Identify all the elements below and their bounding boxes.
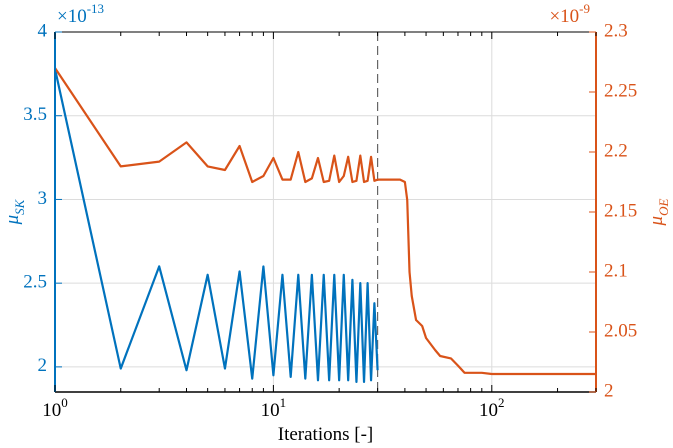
y2-tick-label: 2.05 <box>604 320 637 341</box>
data-line <box>54 67 596 376</box>
x-tick-label-part: 10 <box>261 400 280 421</box>
y-offset-label: ×10-13 <box>57 1 104 27</box>
y2-offset-label-part: -9 <box>579 1 590 16</box>
x-tick-label: 101 <box>261 395 287 421</box>
y2-tick-label: 2.3 <box>604 20 628 41</box>
y-offset-label-part: -13 <box>87 1 104 16</box>
data-line <box>53 68 379 384</box>
y2-offset-label-part: ×10 <box>549 6 579 27</box>
y2-axis-label-part: μ <box>646 216 667 227</box>
x-tick-label-part: 2 <box>498 395 505 410</box>
y-axis-label: μSK <box>2 198 27 225</box>
x-tick-label-part: 1 <box>280 395 287 410</box>
x-tick-label-part: 10 <box>42 400 61 421</box>
y2-tick-label: 2.25 <box>604 80 637 101</box>
y-tick-label: 3 <box>38 188 48 209</box>
y-tick-label: 2.5 <box>23 272 47 293</box>
y-offset-label-part: ×10 <box>57 6 87 27</box>
y2-tick-label: 2.2 <box>604 140 628 161</box>
y-axis-label-part: SK <box>12 198 27 215</box>
y2-axis-label-part: OE <box>656 199 671 216</box>
y2-tick-label: 2.1 <box>604 260 628 281</box>
x-axis-label-part: Iterations [-] <box>278 424 373 445</box>
y-tick-label: 4 <box>38 20 48 41</box>
y-axis-label-part: μ <box>2 215 23 226</box>
y2-axis-label: μOE <box>646 199 671 227</box>
y2-tick-label: 2.15 <box>604 200 637 221</box>
x-axis-label: Iterations [-] <box>278 424 373 445</box>
y2-offset-label: ×10-9 <box>549 1 590 27</box>
x-tick-label: 102 <box>479 395 505 421</box>
y2-tick-label: 2 <box>604 380 614 401</box>
x-tick-label-part: 0 <box>61 395 68 410</box>
y-tick-label: 3.5 <box>23 104 47 125</box>
x-tick-label-part: 10 <box>479 400 498 421</box>
x-tick-label: 100 <box>42 395 68 421</box>
y-tick-label: 2 <box>38 355 48 376</box>
